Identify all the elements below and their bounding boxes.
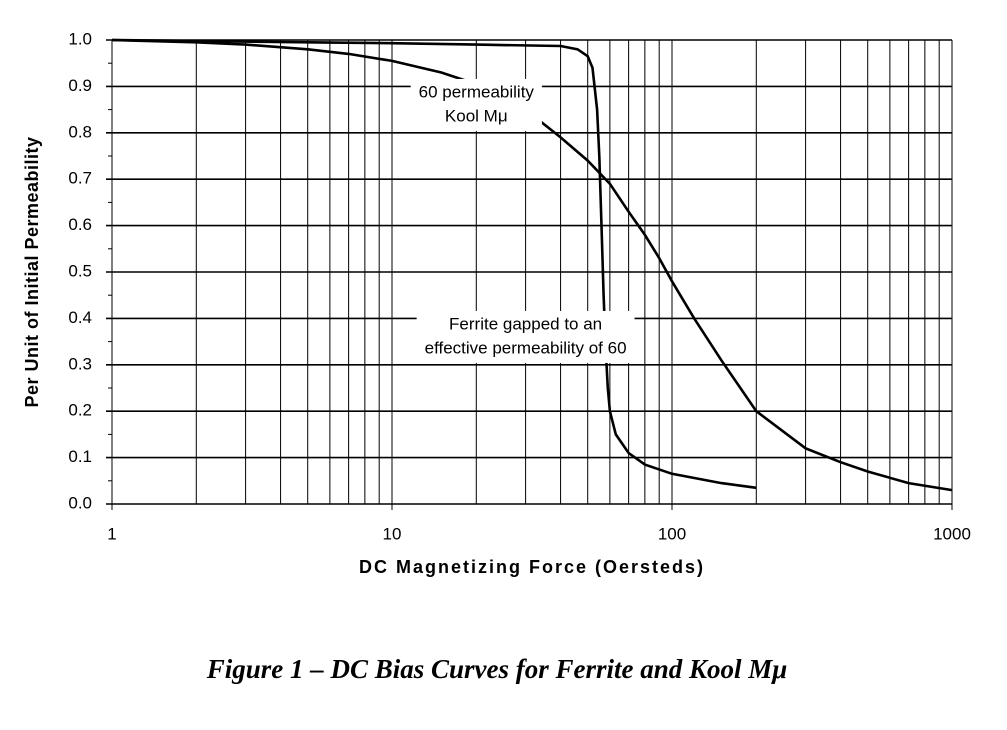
curve: [111, 38, 757, 490]
x-tick-label: 100: [658, 524, 686, 543]
y-tick-label: 0.1: [68, 447, 92, 466]
y-tick-label: 0.7: [68, 169, 92, 188]
y-tick-label: 0.8: [68, 122, 92, 141]
annotation-line: Ferrite gapped to an: [449, 314, 602, 333]
y-tick-label: 0.5: [68, 261, 92, 280]
y-tick-label: 1.0: [68, 29, 92, 48]
y-tick-label: 0.2: [68, 401, 92, 420]
y-tick-label: 0.3: [68, 354, 92, 373]
annotation-line: Kool Mμ: [445, 106, 508, 125]
y-tick-label: 0.0: [68, 493, 92, 512]
annotation: 60 permeability Kool Mμ: [410, 78, 542, 131]
x-axis-title: DC Magnetizing Force (Oersteds): [359, 557, 705, 577]
annotation-background: [416, 310, 635, 363]
y-axis-title: Per Unit of Initial Permeability: [22, 136, 42, 407]
curve: [111, 38, 953, 492]
x-tick-label: 10: [383, 524, 402, 543]
y-tick-label: 0.6: [68, 215, 92, 234]
annotation-line: effective permeability of 60: [425, 338, 627, 357]
x-tick-label: 1: [107, 524, 116, 543]
caption: Figure 1 – DC Bias Curves for Ferrite an…: [206, 654, 788, 684]
y-tick-label: 0.9: [68, 76, 92, 95]
x-tick-label: 1000: [933, 524, 971, 543]
y-tick-label: 0.4: [68, 308, 92, 327]
annotation: Ferrite gapped to an effective permeabili…: [416, 310, 635, 363]
annotation-background: [410, 78, 542, 131]
annotation-line: 60 permeability: [419, 82, 535, 101]
